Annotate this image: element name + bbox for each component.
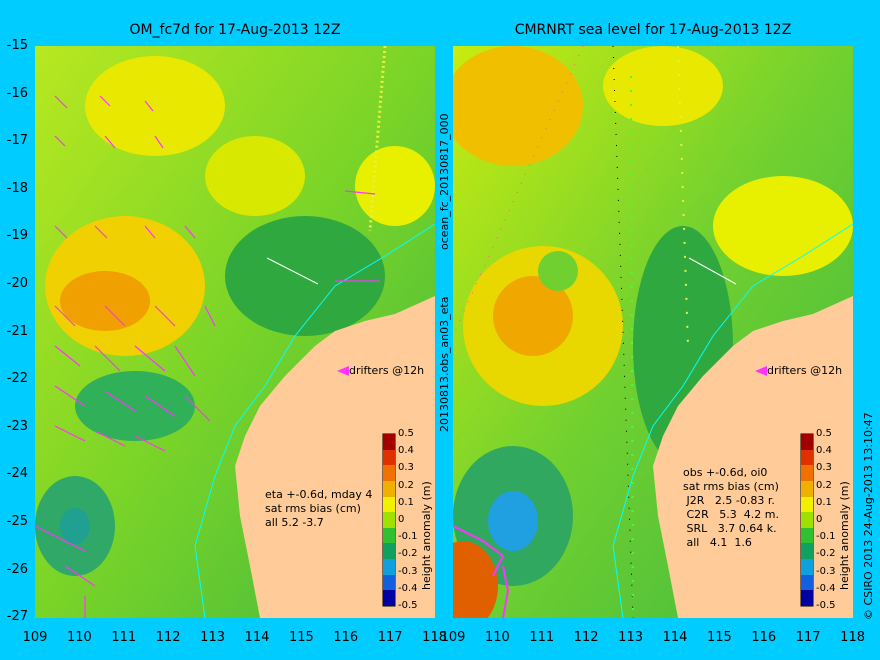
left-drifters-label: drifters @12h: [349, 364, 425, 377]
colorbar-tick-label: -0.4: [398, 582, 418, 594]
x-tick-label: 113: [618, 630, 643, 645]
right-panel-title: CMRNRT sea level for 17-Aug-2013 12Z: [514, 22, 792, 38]
x-tick-label: 116: [751, 630, 777, 645]
colorbar-tick-label: -0.5: [816, 600, 836, 611]
colorbar-swatch: [383, 496, 395, 513]
colorbar-swatch: [801, 590, 813, 607]
colorbar-tick-label: 0.3: [816, 462, 832, 474]
colorbar-swatch: [801, 512, 813, 529]
colorbar-swatch: [383, 449, 395, 466]
colorbar-tick-label: -0.5: [398, 600, 418, 611]
colorbar-tick-label: 0.1: [816, 496, 832, 508]
credit-label: © CSIRO 2013 24-Aug-2013 13:10:47: [862, 412, 875, 620]
left-stats-text: eta +-0.6d, mday 4 sat rms bias (cm) all…: [265, 488, 373, 529]
y-tick-label: -25: [6, 514, 28, 529]
colorbar-tick-label: 0.1: [398, 496, 414, 508]
colorbar-swatch: [801, 574, 813, 591]
colorbar-tick-label: -0.1: [816, 531, 836, 543]
right-colorbar-label: height anomaly (m): [838, 481, 851, 590]
left-panel-title: OM_fc7d for 17-Aug-2013 12Z: [129, 22, 341, 38]
colorbar-tick-label: 0.4: [398, 445, 414, 457]
x-tick-label: 110: [66, 630, 92, 645]
x-tick-label: 109: [440, 630, 466, 645]
y-tick-label: -18: [6, 180, 28, 196]
x-tick-label: 113: [200, 630, 225, 645]
colorbar-tick-label: 0.5: [398, 428, 414, 439]
y-tick-label: -19: [6, 228, 28, 244]
colorbar-swatch: [801, 543, 813, 560]
x-tick-label: 118: [422, 630, 447, 645]
colorbar-tick-label: 0: [816, 514, 823, 525]
x-tick-label: 114: [662, 630, 688, 645]
left-colorbar-label: height anomaly (m): [420, 481, 433, 590]
y-tick-label: -24: [6, 466, 28, 482]
colorbar-swatch: [801, 480, 813, 498]
y-tick-label: -17: [6, 133, 28, 149]
colorbar-swatch: [383, 480, 395, 498]
colorbar-tick-label: 0.2: [816, 479, 832, 491]
colorbar-swatch: [383, 590, 395, 607]
colorbar-swatch: [801, 434, 813, 451]
x-tick-label: 109: [22, 630, 48, 645]
colorbar-tick-label: -0.1: [398, 531, 418, 543]
right-side-label: ocean_fc_20130817_000: [438, 113, 451, 250]
colorbar-swatch: [383, 434, 395, 451]
colorbar-tick-label: 0.4: [816, 445, 832, 457]
x-tick-label: 116: [333, 630, 359, 645]
left-map: eta +-0.6d, mday 4 sat rms bias (cm) all…: [35, 46, 435, 618]
right-drifters-label: drifters @12h: [767, 364, 843, 377]
colorbar-swatch: [801, 527, 813, 544]
y-tick-label: -27: [6, 609, 28, 625]
colorbar-tick-label: -0.3: [816, 565, 836, 577]
colorbar-tick-label: 0.5: [816, 428, 832, 439]
colorbar-swatch: [801, 465, 813, 482]
colorbar-swatch: [383, 527, 395, 544]
colorbar-tick-label: 0: [398, 514, 405, 525]
x-tick-label: 117: [795, 630, 821, 645]
right-map: obs +-0.6d, oi0 sat rms bias (cm) J2R 2.…: [453, 46, 853, 618]
y-tick-label: -16: [6, 85, 28, 101]
x-tick-label: 110: [484, 630, 510, 645]
x-tick-label: 114: [244, 630, 270, 645]
colorbar-tick-label: 0.3: [398, 462, 414, 474]
colorbar-tick-label: 0.2: [398, 479, 414, 491]
x-tick-label: 115: [706, 630, 732, 645]
x-tick-label: 117: [377, 630, 403, 645]
y-tick-label: -20: [6, 276, 28, 291]
colorbar-tick-label: -0.3: [398, 565, 418, 577]
colorbar-swatch: [801, 559, 813, 576]
x-tick-label: 111: [111, 630, 137, 645]
colorbar-swatch: [383, 465, 395, 482]
x-tick-label: 115: [288, 630, 314, 645]
colorbar-swatch: [801, 496, 813, 513]
right-stats-text: obs +-0.6d, oi0 sat rms bias (cm) J2R 2.…: [683, 466, 779, 549]
y-tick-label: -15: [6, 38, 28, 53]
colorbar-swatch: [383, 512, 395, 529]
colorbar-swatch: [801, 449, 813, 466]
x-tick-label: 118: [840, 630, 865, 645]
y-tick-label: -23: [6, 418, 28, 434]
x-tick-label: 111: [529, 630, 555, 645]
x-tick-label: 112: [573, 630, 599, 645]
y-tick-label: -22: [6, 371, 28, 387]
y-tick-label: -26: [6, 561, 28, 577]
y-tick-label: -21: [6, 323, 28, 339]
colorbar-tick-label: -0.4: [816, 582, 836, 594]
left-side-label: 20130813.obs_an03_eta: [438, 296, 451, 432]
colorbar-tick-label: -0.2: [398, 548, 418, 560]
colorbar-swatch: [383, 574, 395, 591]
colorbar-swatch: [383, 559, 395, 576]
colorbar-swatch: [383, 543, 395, 560]
colorbar-tick-label: -0.2: [816, 548, 836, 560]
x-tick-label: 112: [155, 630, 181, 645]
